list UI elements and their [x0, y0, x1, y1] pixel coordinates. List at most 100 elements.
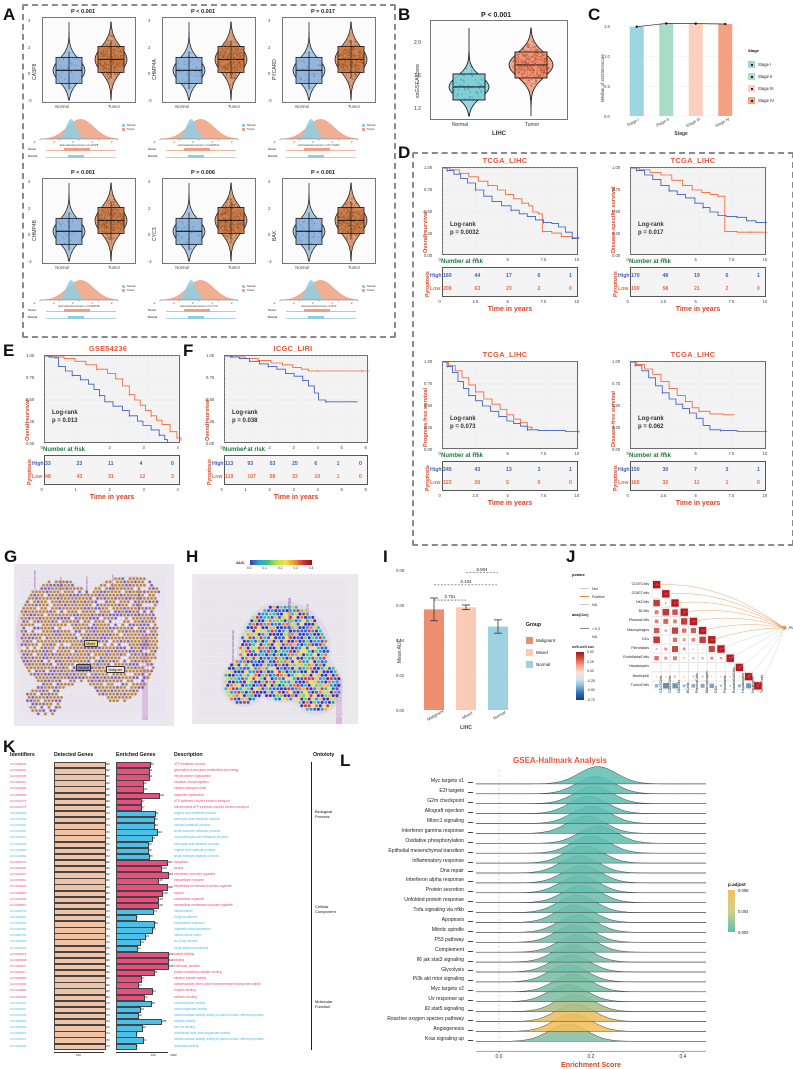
legend-item: Stage IV	[748, 92, 774, 110]
legend-label: Normal	[127, 124, 135, 127]
strip-bar	[308, 316, 324, 319]
tissue-annotation-label: Malignant	[106, 666, 125, 673]
y-tick: 0.75	[206, 375, 214, 380]
risk-value: 0	[171, 461, 174, 467]
matrix-col-label: NKCells	[677, 680, 681, 693]
y-tick: 0.50	[424, 209, 432, 214]
tissue-annotation-label: Mixed	[84, 640, 98, 647]
risk-value: 1	[757, 467, 760, 473]
pathway-label: Apoptosis	[350, 917, 464, 923]
enriched-genes-value: 42	[149, 774, 152, 778]
go-description: membrane-bounded organelle	[174, 872, 215, 876]
plot-title: TCGA_LIHC	[416, 350, 594, 359]
enriched-genes-value: 218	[163, 891, 168, 895]
enriched-genes-value: 20	[143, 1025, 146, 1029]
risk-value: 20	[475, 480, 481, 486]
pathway-label: G2m checkpoint	[350, 798, 464, 804]
enriched-genes-value: 11	[138, 946, 141, 950]
matrix-col-label: Neutrophil	[751, 677, 755, 693]
enriched-genes-value: 440	[169, 958, 174, 962]
go-description: intracellular membrane-bounded organelle	[174, 884, 232, 888]
risk-table	[630, 461, 766, 491]
go-identifier: GO:0005801	[10, 915, 26, 919]
go-description: small molecule catabolic process	[174, 854, 219, 858]
risk-x-tick: 2	[269, 487, 271, 492]
y-tick: 0.02	[396, 673, 404, 678]
pathway-label: Unfolded protein response	[350, 897, 464, 903]
go-description: cadherin binding	[174, 995, 197, 999]
risk-row-name: Low	[32, 474, 42, 480]
enriched-genes-value: 12	[138, 983, 141, 987]
pvalue-label: p = 0.073	[450, 424, 476, 430]
risk-row-name: High	[430, 467, 442, 473]
enriched-genes-value: 125	[158, 897, 163, 901]
column-header: Description	[174, 752, 203, 758]
x-tick: Tumor	[92, 104, 136, 109]
risk-x-tick: 0	[627, 493, 629, 498]
y-tick: 1.00	[612, 165, 620, 170]
pathway-label: Interferon alpha response	[350, 877, 464, 883]
x-axis-label: Stage	[622, 131, 740, 137]
y-tick: 4	[28, 179, 30, 184]
violin-plot-frame	[282, 178, 376, 264]
enriched-genes-value: 397	[168, 860, 173, 864]
risk-x-tick: 7.5	[729, 299, 735, 304]
enriched-genes-value: 39	[148, 842, 151, 846]
risk-row-name: Low	[618, 480, 628, 486]
legend-swatch	[242, 289, 245, 292]
matrix-row-label: Macrophages	[566, 628, 649, 632]
enriched-genes-value: 143	[159, 793, 164, 797]
risk-x-tick: 10	[575, 493, 580, 498]
x-tick: 7.5	[541, 451, 547, 456]
padjust-colorbar	[728, 890, 735, 932]
go-description: mitochondrial ATP synthesis coupled elec…	[174, 805, 249, 809]
go-description: iron ion binding	[174, 1025, 195, 1029]
strip-bar	[188, 155, 204, 158]
go-identifier: GO:0019752	[10, 817, 26, 821]
go-description: extracellular membrane-bounded organelle	[174, 903, 233, 907]
violin-plot-frame	[162, 178, 256, 264]
detected-axis-line	[54, 1052, 104, 1053]
risk-x-tick: 1	[245, 487, 247, 492]
go-description: cytosol	[174, 891, 184, 895]
legend-label: Normal	[127, 285, 135, 288]
detected-genes-value: 490	[105, 872, 110, 876]
y-tick: 0.25	[612, 231, 620, 236]
matrix-row-label: CD4TCells	[566, 582, 649, 586]
panel-letter-a: A	[3, 6, 15, 23]
risk-value: 53	[270, 461, 276, 467]
gene-axis-label: CHMP4B	[32, 220, 38, 241]
detected-genes-value: 490	[105, 903, 110, 907]
column-header: Identifiers	[10, 752, 35, 758]
go-identifier: GO:0016705	[10, 1013, 26, 1017]
x-tick: Tumor	[332, 104, 376, 109]
y-tick: 0.00	[424, 253, 432, 258]
risk-table-title: Number at risk	[223, 447, 265, 453]
pathway-label: Allograft rejection	[350, 808, 464, 814]
panel-letter-g: G	[4, 548, 17, 565]
go-identifier: GO:0016054	[10, 848, 26, 852]
strip-bar	[64, 309, 90, 312]
risk-x-tick: 2.5	[473, 299, 479, 304]
detected-genes-value: 490	[105, 799, 110, 803]
y-tick: 0.25	[26, 419, 34, 424]
plot-title: GSEA-Hallmark Analysis	[350, 756, 770, 765]
risk-row-name: High	[212, 461, 224, 467]
risk-value: 0	[757, 480, 760, 486]
pvalue-label: P < 0.001	[416, 12, 576, 19]
risk-value: 3	[538, 467, 541, 473]
risk-value: 0	[569, 480, 572, 486]
pathway-label: P53 pathway	[350, 937, 464, 943]
detected-genes-value: 472	[105, 811, 110, 815]
x-tick: 3	[293, 445, 295, 450]
x-tick: 10	[763, 257, 768, 262]
enriched-genes-value: 82	[155, 823, 158, 827]
risk-x-tick: 4	[317, 487, 319, 492]
y-tick: 0.25	[206, 419, 214, 424]
risk-x-tick: 2	[109, 487, 111, 492]
go-identifier: GO:0006996	[10, 793, 26, 797]
risk-value: 25	[292, 461, 298, 467]
